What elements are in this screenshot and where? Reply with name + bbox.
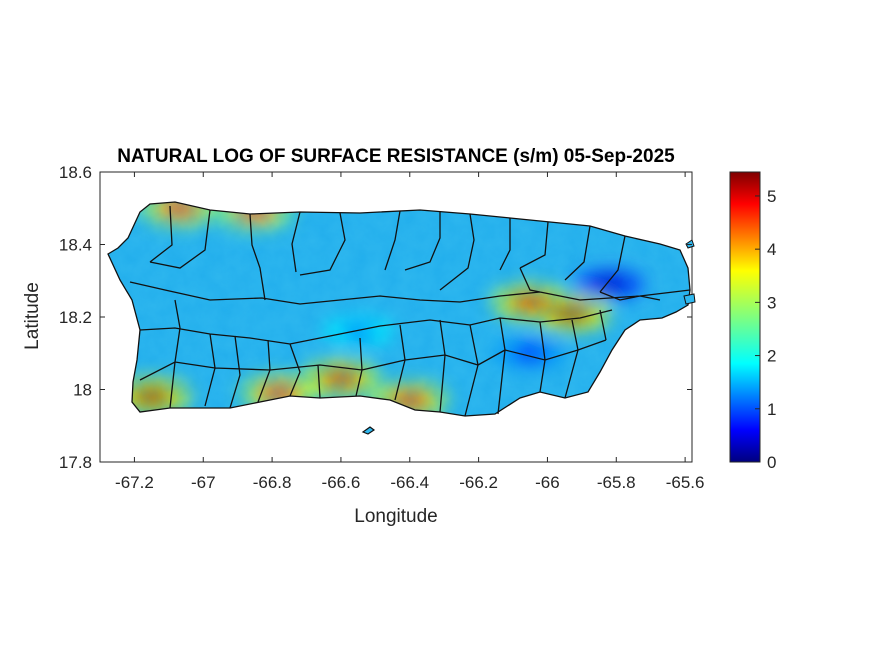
y-tick-label: 18 bbox=[73, 381, 92, 400]
y-tick-label: 18.2 bbox=[59, 308, 92, 327]
colorbar-tick-label: 4 bbox=[767, 240, 776, 259]
y-tick-label: 18.4 bbox=[59, 236, 92, 255]
y-tick-label: 18.6 bbox=[59, 163, 92, 182]
x-tick-label: -66.8 bbox=[253, 473, 292, 492]
surface-resistance-field bbox=[108, 202, 690, 416]
x-tick-label: -66 bbox=[535, 473, 560, 492]
chart-title: NATURAL LOG OF SURFACE RESISTANCE (s/m) … bbox=[117, 146, 675, 167]
colorbar-tick-label: 5 bbox=[767, 187, 776, 206]
colorbar-tick-label: 0 bbox=[767, 453, 776, 472]
x-tick-label: -67 bbox=[191, 473, 216, 492]
x-tick-label: -67.2 bbox=[115, 473, 154, 492]
colorbar-tick-label: 2 bbox=[767, 347, 776, 366]
colorbar-tick-label: 1 bbox=[767, 400, 776, 419]
x-tick-label: -65.8 bbox=[597, 473, 636, 492]
boundaries bbox=[107, 201, 691, 417]
small-island bbox=[361, 426, 376, 435]
small-island bbox=[683, 293, 696, 305]
x-tick-label: -66.6 bbox=[322, 473, 361, 492]
x-tick-label: -66.2 bbox=[459, 473, 498, 492]
x-axis-label: Longitude bbox=[354, 506, 437, 527]
field-texture bbox=[108, 202, 690, 416]
colorbar-tick-label: 3 bbox=[767, 293, 776, 312]
colorbar bbox=[729, 171, 761, 463]
y-tick-label: 17.8 bbox=[59, 453, 92, 472]
colorbar-ticks: 0 1 2 3 4 5 bbox=[755, 187, 776, 472]
y-axis-label: Latitude bbox=[22, 282, 43, 350]
x-tick-label: -66.4 bbox=[390, 473, 429, 492]
x-tick-label: -65.6 bbox=[666, 473, 705, 492]
municipal-boundaries bbox=[129, 205, 691, 417]
y-axis: 18.6 18.4 18.2 18 17.8 bbox=[59, 163, 692, 472]
x-axis: -67.2 -67 -66.8 -66.6 -66.4 -66.2 -66 -65.8 -65.… bbox=[115, 172, 704, 492]
